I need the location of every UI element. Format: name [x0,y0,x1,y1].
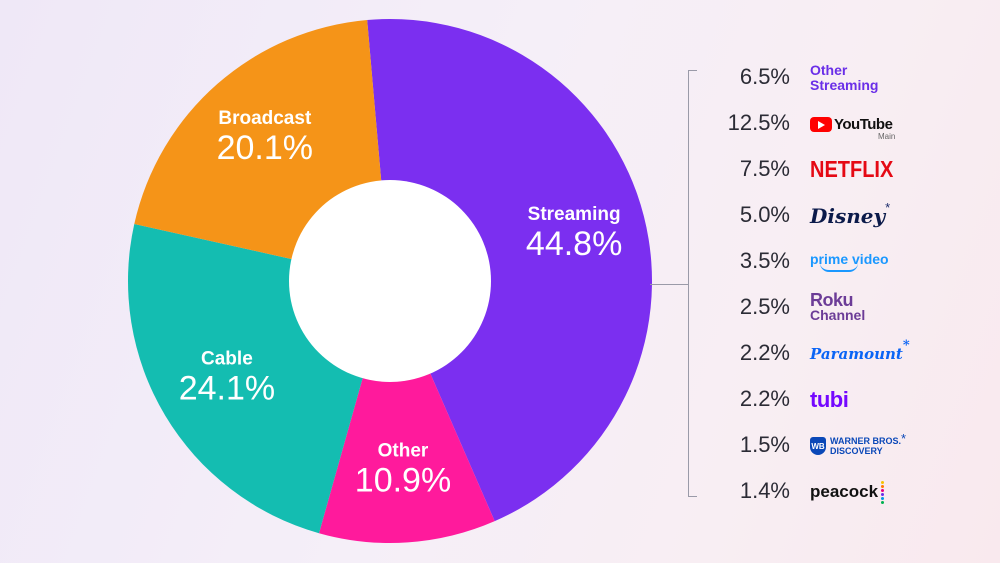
bracket-tick-top [688,70,697,71]
youtube-sub-label: Main [878,132,896,141]
breakdown-value: 6.5% [739,64,790,89]
wbd-line1: WARNER BROS. [830,436,902,446]
breakdown-value: 1.5% [739,432,790,457]
breakdown-row-youtube: 12.5% YouTube Main [700,104,1000,144]
peacock-dots-icon [881,480,885,504]
peacock-dot [881,500,885,504]
breakdown-value: 2.2% [739,386,790,411]
paramount-logo: Paramount * [810,334,910,374]
peacock-dot [881,488,885,492]
slice-value-broadcast: 20.1% [217,129,313,167]
other-streaming-label: Other Streaming [810,58,878,98]
tubi-logo: tubi [810,380,849,420]
breakdown-value: 12.5% [727,110,790,135]
breakdown-value: 7.5% [739,156,790,181]
donut-hole [289,180,491,382]
peacock-dot [881,484,885,488]
youtube-play-icon [810,116,832,132]
bracket-tick-bottom [688,496,697,497]
breakdown-row-netflix: 7.5% NETFLIX [700,150,1000,190]
other-streaming-line1: Other [810,62,848,78]
disney-logo: Disney * [810,196,890,236]
prime-smile-icon [820,263,858,272]
breakdown-row-peacock: 1.4% peacock [700,472,1000,512]
roku-channel-logo: Roku Channel [810,288,865,328]
paramount-wordmark: Paramount [810,345,903,363]
breakdown-value: 2.5% [739,294,790,319]
roku-sub-label: Channel [810,307,866,323]
wb-shield-icon: WB [810,437,826,455]
slice-label-streaming: Streaming [528,204,621,225]
streaming-breakdown-bracket [688,70,689,496]
disney-wordmark: Disney [810,204,886,228]
breakdown-row-paramount: 2.2% Paramount * [700,334,1000,374]
slice-value-cable: 24.1% [179,369,275,407]
slice-streaming [367,18,653,522]
peacock-dot [881,492,885,496]
streaming-connector-line [650,284,689,285]
breakdown-row-warner-bros-discovery: 1.5% WB WARNER BROS. DISCOVERY * [700,426,1000,466]
asterisk: * [901,430,907,446]
breakdown-row-roku: 2.5% Roku Channel [700,288,1000,328]
youtube-logo: YouTube Main [810,104,1000,144]
slice-value-other: 10.9% [355,462,451,500]
asterisk: * [885,199,891,215]
breakdown-row-other-streaming: 6.5% Other Streaming [700,58,1000,98]
slice-label-broadcast: Broadcast [218,108,312,129]
slice-other [319,281,495,543]
breakdown-value: 3.5% [739,248,790,273]
peacock-logo: peacock [810,472,885,512]
asterisk: * [902,337,910,353]
breakdown-row-tubi: 2.2% tubi [700,380,1000,420]
netflix-wordmark: NETFLIX [810,156,894,183]
wbd-line2: DISCOVERY [830,446,883,456]
slice-label-other: Other [378,441,429,462]
other-streaming-line2: Streaming [810,77,879,93]
breakdown-row-prime-video: 3.5% prime video [700,242,1000,282]
wbd-wordmark: WARNER BROS. DISCOVERY [830,436,901,456]
netflix-logo: NETFLIX [810,150,893,190]
breakdown-value: 1.4% [739,478,790,503]
slice-label-cable: Cable [201,348,253,369]
wbd-logo: WB WARNER BROS. DISCOVERY * [810,426,906,466]
roku-wordmark: Roku [810,290,854,310]
breakdown-value: 5.0% [739,202,790,227]
peacock-dot [881,480,885,484]
peacock-wordmark: peacock [810,482,879,501]
tubi-wordmark: tubi [810,387,849,412]
slice-value-streaming: 44.8% [526,225,622,263]
breakdown-row-disney: 5.0% Disney * [700,196,1000,236]
peacock-dot [881,496,885,500]
breakdown-value: 2.2% [739,340,790,365]
youtube-wordmark: YouTube [834,115,893,133]
prime-video-logo: prime video [810,242,889,282]
